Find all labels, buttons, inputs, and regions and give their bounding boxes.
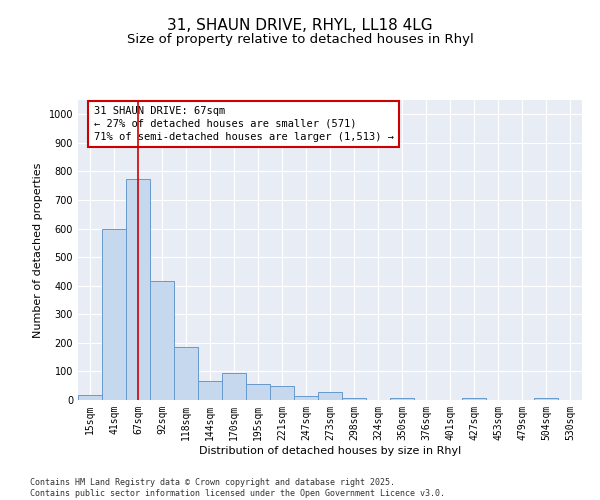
Bar: [462, 398, 486, 400]
Text: 31 SHAUN DRIVE: 67sqm
← 27% of detached houses are smaller (571)
71% of semi-det: 31 SHAUN DRIVE: 67sqm ← 27% of detached …: [94, 106, 394, 142]
Bar: [150, 282, 174, 400]
Bar: [126, 178, 150, 400]
Bar: [390, 398, 414, 400]
Bar: [294, 396, 318, 400]
Bar: [222, 373, 246, 400]
Bar: [270, 386, 294, 400]
Text: Size of property relative to detached houses in Rhyl: Size of property relative to detached ho…: [127, 32, 473, 46]
Bar: [318, 392, 342, 400]
Text: Contains HM Land Registry data © Crown copyright and database right 2025.
Contai: Contains HM Land Registry data © Crown c…: [30, 478, 445, 498]
Bar: [198, 382, 222, 400]
X-axis label: Distribution of detached houses by size in Rhyl: Distribution of detached houses by size …: [199, 446, 461, 456]
Bar: [102, 228, 126, 400]
Text: 31, SHAUN DRIVE, RHYL, LL18 4LG: 31, SHAUN DRIVE, RHYL, LL18 4LG: [167, 18, 433, 32]
Bar: [174, 347, 198, 400]
Y-axis label: Number of detached properties: Number of detached properties: [33, 162, 43, 338]
Bar: [78, 395, 102, 400]
Bar: [342, 398, 366, 400]
Bar: [246, 384, 270, 400]
Bar: [534, 398, 558, 400]
